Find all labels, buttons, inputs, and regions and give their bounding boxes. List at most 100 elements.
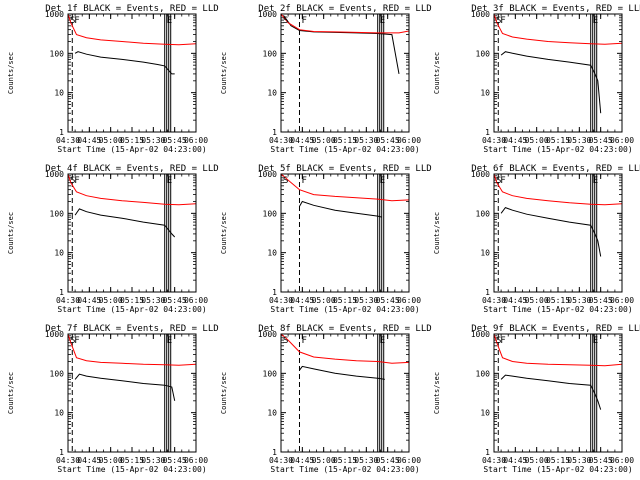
series-line-lld: [494, 174, 622, 206]
y-tick-label: 1000: [45, 170, 64, 179]
panel-6: Det 6f BLACK = Events, RED = LLD Counts/s…: [433, 164, 640, 314]
y-axis-label: Counts/sec: [433, 372, 441, 414]
series-line-events: [500, 207, 602, 257]
x-axis-label: Start Time (15-Apr-02 04:23:00): [57, 145, 206, 154]
x-tick-label: 05:00: [525, 296, 549, 305]
plot-area: [68, 334, 196, 452]
panel-5: Det 5f BLACK = Events, RED = LLD Counts/s…: [220, 164, 432, 314]
y-tick-label: 1000: [471, 10, 490, 19]
panel-frame: [280, 333, 410, 453]
series-line-lld: [68, 334, 196, 366]
y-tick-label: 10: [267, 409, 277, 418]
marker-label-f: F: [74, 16, 79, 26]
y-tick-label: 1: [485, 448, 490, 457]
marker-label-f: F: [74, 176, 79, 186]
series-line-lld: [68, 14, 196, 46]
plot-area: [494, 334, 622, 452]
y-tick-label: 10: [480, 89, 490, 98]
series-line-events: [74, 208, 176, 238]
panel-9: Det 9f BLACK = Events, RED = LLD Counts/s…: [433, 324, 640, 474]
panel-title: Det 9f BLACK = Events, RED = LLD: [471, 324, 640, 334]
x-tick-label: 05:45: [376, 136, 400, 145]
x-tick-label: 05:15: [120, 136, 144, 145]
panel-3: Det 3f BLACK = Events, RED = LLD Counts/s…: [433, 4, 640, 154]
marker-label-s: S: [283, 16, 288, 26]
x-tick-label: 05:15: [333, 456, 357, 465]
x-tick-label: 05:15: [120, 296, 144, 305]
x-tick-label: 05:45: [376, 456, 400, 465]
y-axis-label: Counts/sec: [220, 52, 228, 94]
x-tick-label: 04:30: [269, 456, 293, 465]
series-line-events: [299, 365, 385, 380]
series-line-lld: [281, 174, 409, 202]
y-tick-label: 1: [272, 128, 277, 137]
series-line-events: [500, 374, 602, 410]
x-axis-label: Start Time (15-Apr-02 04:23:00): [483, 145, 632, 154]
x-tick-label: 04:30: [482, 456, 506, 465]
y-tick-label: 1000: [45, 10, 64, 19]
x-tick-label: 05:30: [141, 456, 165, 465]
y-tick-label: 1000: [258, 10, 277, 19]
marker-label-e: E: [593, 176, 598, 186]
x-tick-label: 05:30: [141, 136, 165, 145]
y-tick-label: 100: [50, 369, 65, 378]
x-tick-label: 05:15: [333, 136, 357, 145]
y-tick-label: 1000: [471, 170, 490, 179]
y-axis-label: Counts/sec: [433, 212, 441, 254]
y-tick-label: 100: [263, 369, 278, 378]
x-tick-label: 06:00: [610, 296, 634, 305]
panel-frame: [67, 13, 197, 133]
y-tick-label: 1000: [45, 330, 64, 339]
x-tick-label: 05:00: [312, 456, 336, 465]
panel-frame: [493, 13, 623, 133]
x-tick-label: 05:30: [354, 456, 378, 465]
y-axis-label: Counts/sec: [220, 212, 228, 254]
x-tick-label: 04:30: [56, 456, 80, 465]
y-tick-label: 100: [263, 209, 278, 218]
series-line-events: [74, 373, 176, 401]
panel-title: Det 6f BLACK = Events, RED = LLD: [471, 164, 640, 174]
y-tick-label: 1: [272, 288, 277, 297]
panel-title: Det 1f BLACK = Events, RED = LLD: [45, 4, 218, 14]
marker-label-f: F: [500, 176, 505, 186]
marker-label-s: S: [496, 16, 501, 26]
panel-4: Det 4f BLACK = Events, RED = LLD Counts/s…: [7, 164, 219, 314]
x-tick-label: 05:15: [333, 296, 357, 305]
series-line-lld: [68, 174, 196, 206]
x-tick-label: 04:45: [290, 296, 314, 305]
series-line-lld: [494, 334, 622, 367]
x-tick-label: 05:00: [99, 456, 123, 465]
marker-label-e: E: [593, 336, 598, 346]
y-axis-label: Counts/sec: [7, 212, 15, 254]
panel-title: Det 7f BLACK = Events, RED = LLD: [45, 324, 218, 334]
plot-area: [281, 174, 409, 292]
x-tick-label: 06:00: [610, 456, 634, 465]
x-tick-label: 05:30: [354, 136, 378, 145]
marker-label-s: S: [496, 176, 501, 186]
x-axis-label: Start Time (15-Apr-02 04:23:00): [270, 465, 419, 474]
series-line-lld: [281, 334, 409, 364]
x-tick-label: 06:00: [184, 456, 208, 465]
x-tick-label: 05:00: [312, 296, 336, 305]
x-tick-label: 05:30: [354, 296, 378, 305]
x-tick-label: 05:30: [567, 136, 591, 145]
y-tick-label: 100: [50, 49, 65, 58]
y-tick-label: 1000: [258, 330, 277, 339]
plot-area: [281, 334, 409, 452]
x-tick-label: 05:45: [163, 296, 187, 305]
y-axis-label: Counts/sec: [220, 372, 228, 414]
marker-label-f: F: [301, 336, 306, 346]
y-tick-label: 1: [59, 128, 64, 137]
x-tick-label: 04:30: [56, 296, 80, 305]
series-line-lld: [281, 14, 409, 34]
panel-frame: [280, 173, 410, 293]
x-tick-label: 05:45: [163, 136, 187, 145]
x-axis-label: Start Time (15-Apr-02 04:23:00): [483, 465, 632, 474]
x-tick-label: 05:45: [376, 296, 400, 305]
x-tick-label: 05:45: [589, 456, 613, 465]
x-tick-label: 04:30: [482, 296, 506, 305]
y-tick-label: 10: [54, 249, 64, 258]
panel-frame: [280, 13, 410, 133]
